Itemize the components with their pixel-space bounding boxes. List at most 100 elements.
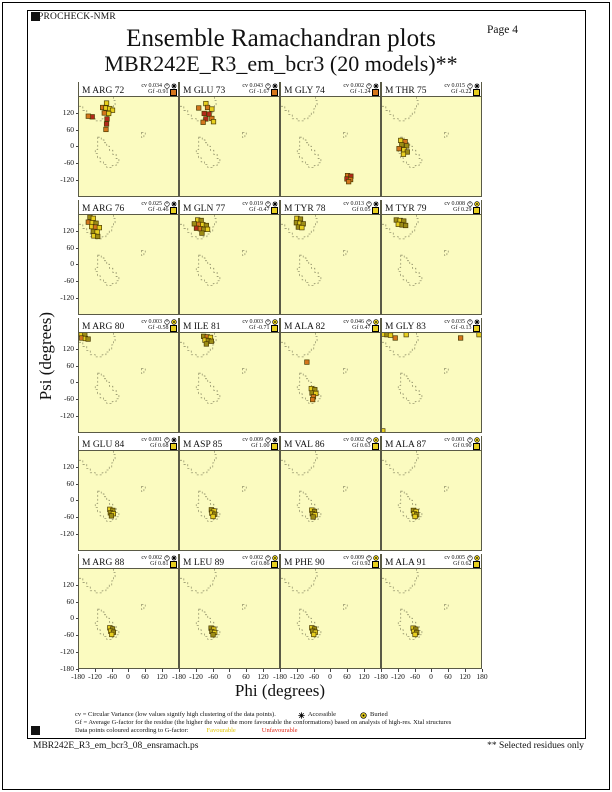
gf-colour-swatch — [170, 561, 177, 568]
alpha-region-outline — [397, 136, 423, 168]
plot-title-strip: M PHE 90 cv 0.009 Gf 0.92 — [280, 554, 381, 568]
buried-circle-icon — [373, 437, 379, 443]
data-point — [299, 225, 305, 231]
gf-value: Gf 0.05 — [343, 207, 379, 214]
cv-value: cv 0.002 — [343, 437, 379, 444]
y-tick-label: -120 — [52, 412, 79, 420]
alphaL-region-outline — [444, 368, 449, 374]
alphaL-region-outline — [343, 132, 348, 138]
ramachandran-plot — [280, 332, 381, 433]
data-point — [210, 632, 216, 638]
beta-region-outline — [281, 333, 318, 358]
plots-grid: M ARG 72 cv 0.034 Gf -0.91 M GLU 73 cv 0.043… — [78, 82, 482, 669]
y-tick-label: 0 — [52, 260, 79, 268]
cv-value: cv 0.009 — [343, 555, 379, 562]
x-tick-label: -60 — [100, 669, 124, 681]
alpha-region-outline — [296, 254, 322, 286]
beta-region-outline — [79, 215, 116, 240]
data-point — [101, 110, 107, 116]
gf-value: Gf 0.81 — [141, 561, 177, 568]
plot-page-border — [27, 10, 586, 739]
residue-stats: cv 0.002 Gf 0.81 — [141, 555, 177, 568]
data-point — [209, 106, 215, 112]
residue-label: M TYR 78 — [284, 204, 326, 214]
cv-dial-icon — [163, 83, 170, 89]
y-tick-label: 0 — [52, 142, 79, 150]
x-tick-label: 120 — [352, 669, 376, 681]
data-point — [210, 513, 216, 520]
beta-region-outline — [79, 451, 116, 476]
plot-cell: M ALA 91 cv 0.005 Gf 0.62 — [381, 554, 482, 669]
residue-stats: cv 0.035 Gf -0.13 — [444, 319, 480, 332]
x-tick-label: 180 — [470, 669, 494, 681]
alphaL-region-outline — [242, 604, 247, 610]
residue-stats: cv 0.034 Gf -0.91 — [141, 83, 177, 96]
residue-stats: cv 0.013 Gf 0.05 — [343, 201, 379, 214]
cv-dial-icon — [163, 437, 170, 443]
x-axis-label: Phi (degrees) — [234, 681, 326, 700]
accessible-star-icon — [373, 83, 379, 89]
data-point — [109, 107, 116, 113]
cv-dial-icon — [466, 437, 473, 443]
buried-label: Buried — [370, 711, 388, 718]
data-point — [404, 143, 410, 149]
legend-gf-text: Gf = Average G-factor for the residue (t… — [75, 719, 452, 726]
residue-label: M GLN 77 — [183, 204, 226, 214]
data-point — [103, 126, 109, 133]
alphaL-region-outline — [242, 368, 247, 374]
y-tick-label: -120 — [52, 294, 79, 302]
buried-circle-icon — [360, 711, 367, 719]
gf-colour-swatch — [271, 207, 278, 214]
cv-dial-icon — [163, 555, 170, 561]
cv-dial-icon — [365, 83, 372, 89]
beta-region-outline — [79, 333, 116, 358]
data-point — [104, 116, 110, 122]
residue-label: M ARG 88 — [82, 558, 125, 568]
y-tick-label: 120 — [52, 109, 79, 117]
data-point — [95, 233, 101, 240]
beta-region-outline — [382, 215, 419, 240]
residue-stats: cv 0.001 Gf 0.68 — [141, 437, 177, 450]
data-point — [106, 110, 112, 117]
ramachandran-plot — [280, 568, 381, 669]
cv-dial-icon — [466, 555, 473, 561]
ramachandran-plot — [179, 450, 280, 551]
alphaL-region-outline — [343, 604, 348, 610]
x-axis-tick-labels: -180 -120 -60 0 60 120 -180 -120 -60 0 60 120 -180 -1… — [71, 669, 488, 683]
gf-colour-swatch — [473, 89, 480, 96]
x-tick-label: -180 — [268, 669, 292, 681]
beta-region-outline — [281, 569, 318, 594]
x-tick-label: 0 — [419, 669, 443, 681]
data-point — [382, 428, 386, 432]
accessible-star-icon — [171, 83, 177, 89]
accessible-star-icon — [272, 437, 278, 443]
y-tick-label: -120 — [52, 648, 79, 656]
buried-circle-icon — [373, 319, 379, 325]
plot-cell: M TYR 78 cv 0.013 Gf 0.05 — [280, 200, 381, 315]
alphaL-region-outline — [242, 250, 247, 256]
data-point — [476, 333, 481, 338]
gf-value: Gf 0.86 — [242, 561, 278, 568]
x-tick-label: -60 — [302, 669, 326, 681]
buried-circle-icon — [373, 555, 379, 561]
data-point — [199, 230, 205, 236]
cv-value: cv 0.003 — [141, 319, 177, 326]
plot-cell: M TYR 79 cv 0.008 Gf 0.29 — [381, 200, 482, 315]
residue-label: M ALA 91 — [385, 558, 427, 568]
plot-title-strip: M TYR 79 cv 0.008 Gf 0.29 — [381, 200, 482, 214]
gf-value: Gf 0.92 — [343, 561, 379, 568]
plot-title-strip: M ASP 85 cv 0.009 Gf 1.00 — [179, 436, 280, 450]
alpha-region-outline — [94, 608, 120, 640]
x-tick-label: 0 — [116, 669, 140, 681]
data-point — [412, 631, 418, 638]
data-point — [412, 513, 418, 520]
accessible-label: Accessible — [307, 711, 336, 718]
cv-value: cv 0.002 — [343, 83, 379, 90]
x-tick-label: 120 — [251, 669, 275, 681]
x-tick-label: 0 — [318, 669, 342, 681]
plot-cell: M ARG 80 cv 0.003 Gf -0.58 — [78, 318, 179, 433]
residue-stats: cv 0.002 Gf 0.86 — [242, 555, 278, 568]
ramachandran-plot — [381, 568, 482, 669]
alphaL-region-outline — [141, 486, 146, 492]
buried-circle-icon — [272, 319, 278, 325]
